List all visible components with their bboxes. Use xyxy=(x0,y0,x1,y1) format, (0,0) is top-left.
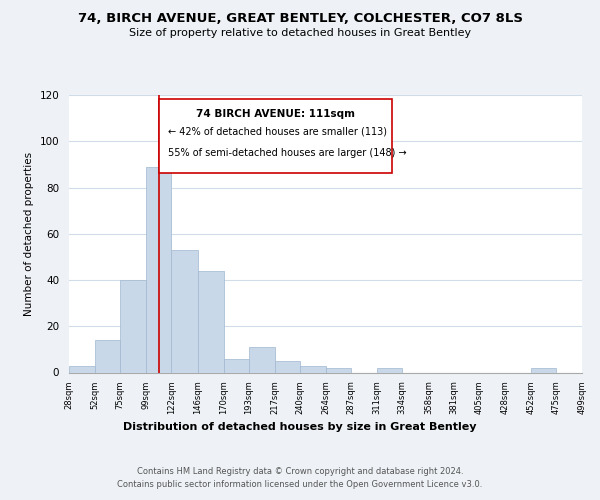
Y-axis label: Number of detached properties: Number of detached properties xyxy=(24,152,34,316)
Bar xyxy=(197,271,224,372)
Bar xyxy=(531,368,556,372)
Text: 55% of semi-detached houses are larger (148) →: 55% of semi-detached houses are larger (… xyxy=(168,148,407,158)
Bar xyxy=(146,166,172,372)
Bar xyxy=(120,280,146,372)
Bar xyxy=(326,368,351,372)
Bar xyxy=(172,250,197,372)
Text: 74 BIRCH AVENUE: 111sqm: 74 BIRCH AVENUE: 111sqm xyxy=(196,109,355,119)
Text: Size of property relative to detached houses in Great Bentley: Size of property relative to detached ho… xyxy=(129,28,471,38)
Bar xyxy=(275,361,300,372)
Text: Contains public sector information licensed under the Open Government Licence v3: Contains public sector information licen… xyxy=(118,480,482,489)
Text: Distribution of detached houses by size in Great Bentley: Distribution of detached houses by size … xyxy=(123,422,477,432)
Bar xyxy=(377,368,402,372)
Text: Contains HM Land Registry data © Crown copyright and database right 2024.: Contains HM Land Registry data © Crown c… xyxy=(137,468,463,476)
Text: 74, BIRCH AVENUE, GREAT BENTLEY, COLCHESTER, CO7 8LS: 74, BIRCH AVENUE, GREAT BENTLEY, COLCHES… xyxy=(77,12,523,26)
Bar xyxy=(300,366,326,372)
FancyBboxPatch shape xyxy=(159,99,392,172)
Bar xyxy=(224,358,249,372)
Bar xyxy=(249,347,275,372)
Bar xyxy=(69,366,95,372)
Bar xyxy=(95,340,120,372)
Text: ← 42% of detached houses are smaller (113): ← 42% of detached houses are smaller (11… xyxy=(168,127,387,137)
